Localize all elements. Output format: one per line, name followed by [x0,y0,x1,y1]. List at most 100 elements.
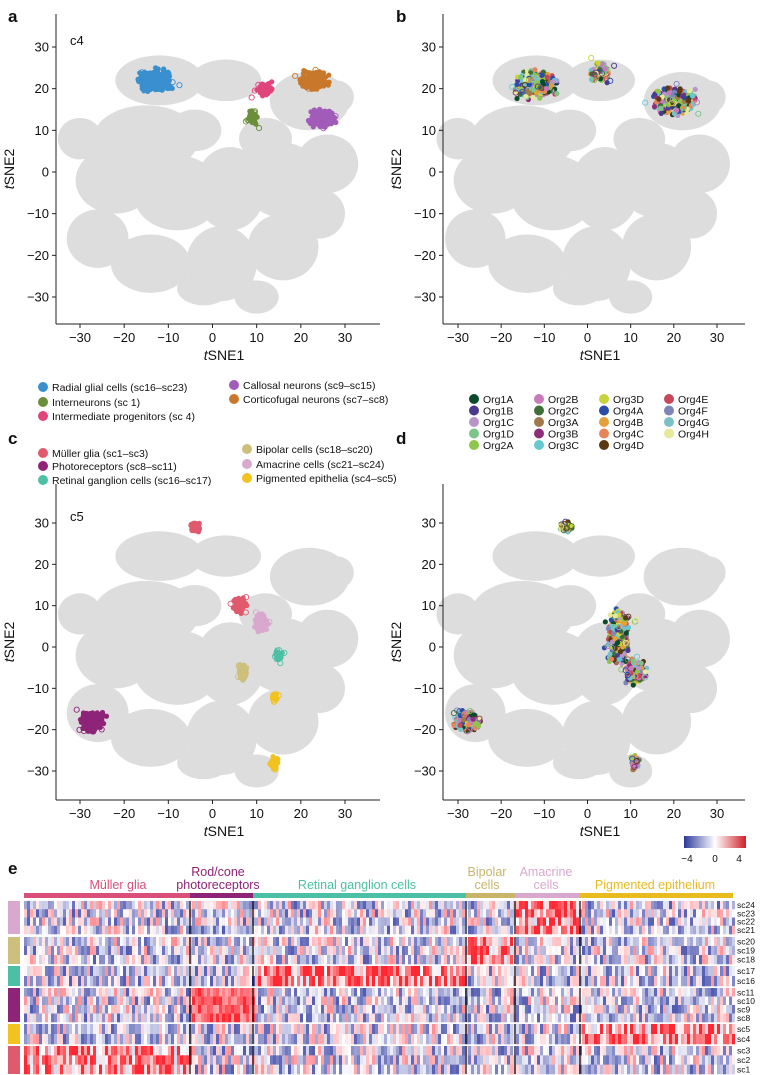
heatmap-cell [45,917,48,927]
heatmap-cell [144,917,147,927]
heatmap-cell [102,937,105,947]
heatmap-cell [195,925,198,935]
heatmap-cell [450,925,453,935]
legend-label: Org2A [483,440,513,452]
heatmap-cell [180,901,183,910]
heatmap-cell [582,937,585,947]
heatmap-cell [216,925,219,935]
heatmap-cell [132,925,135,935]
heatmap-cell [726,901,729,910]
heatmap-cell [627,925,630,935]
heatmap-cell [624,909,627,918]
heatmap-cell [396,917,399,927]
heatmap-cell [612,917,615,927]
heatmap-cell [33,937,36,947]
heatmap-cell [657,901,660,910]
heatmap-cell [159,925,162,935]
heatmap-cell [414,925,417,935]
heatmap-cell [363,909,366,918]
data-point-outline [312,66,319,73]
heatmap-cell [177,917,180,927]
heatmap-cell [351,917,354,927]
heatmap-cell [546,925,549,935]
heatmap-cell [399,925,402,935]
heatmap-cell [393,917,396,927]
heatmap-cell [255,909,258,918]
y-axis-label: tSNE2 [388,622,404,663]
heatmap-cell [159,917,162,927]
legend-label: Org4G [678,417,710,429]
heatmap-cell [687,901,690,910]
heatmap-cell [648,901,651,910]
heatmap-cell [267,937,270,947]
heatmap-cell [240,909,243,918]
legend-item: Org3B [534,428,578,441]
heatmap-cell [168,909,171,918]
background-cells [177,272,231,306]
legend-swatch [664,428,674,439]
heatmap-cell [414,917,417,927]
heatmap-cell [222,925,225,935]
heatmap-cell [216,909,219,918]
heatmap-cell [300,901,303,910]
heatmap-cell [249,925,252,935]
heatmap-cell [270,937,273,947]
tsne-plot-b: −30 −20 −10 0 10 20 303020100−10−20−30tSNE1tSN… [388,14,745,363]
heatmap-cell [93,925,96,935]
heatmap-cell [507,925,510,935]
heatmap-cell [369,909,372,918]
heatmap-cell [342,909,345,918]
cluster-organoids [588,54,618,86]
x-tick-label: 10 [623,330,637,345]
legend-item: Org1D [469,428,514,441]
data-point [461,717,467,723]
heatmap-cell [642,917,645,927]
heatmap-cell [336,909,339,918]
heatmap-cell [390,917,393,927]
legend-item: Corticofugal neurons (sc7–sc8) [229,394,388,406]
legend-label: Pigmented epithelia (sc4–sc5) [256,473,397,485]
heatmap-cell [675,909,678,918]
heatmap-cell [570,909,573,918]
data-point-outline [591,71,598,78]
heatmap-cell [504,901,507,910]
heatmap-cell [156,909,159,918]
heatmap-cell [540,917,543,927]
legend-item: Org4G [664,417,710,429]
heatmap-cell [711,909,714,918]
heatmap-cell [546,937,549,947]
heatmap-cell [123,909,126,918]
heatmap-cell [135,901,138,910]
heatmap-cell [684,909,687,918]
heatmap-cell [429,909,432,918]
heatmap-cell [387,925,390,935]
heatmap-cell [456,909,459,918]
heatmap-cell [27,917,30,927]
heatmap-cell [573,901,576,910]
heatmap-cell [93,937,96,947]
heatmap-cell [669,925,672,935]
legend-swatch [534,405,544,416]
heatmap-cell [543,901,546,910]
heatmap-cell [294,937,297,947]
heatmap-cell [246,917,249,927]
heatmap-cell [105,937,108,947]
heatmap-cell [672,909,675,918]
heatmap-cell [471,901,474,910]
heatmap-cell [636,901,639,910]
heatmap-cell [183,917,186,927]
heatmap-cell [171,925,174,935]
data-point-outline [306,75,313,82]
heatmap-cell [516,925,519,935]
heatmap-cell [165,917,168,927]
heatmap-cell [213,909,216,918]
background-cells [66,209,129,268]
heatmap-cell [690,917,693,927]
heatmap-cell [150,909,153,918]
heatmap-cell [342,917,345,927]
heatmap-cell [669,901,672,910]
heatmap-cell [288,901,291,910]
heatmap-cell [153,909,156,918]
heatmap-cell [279,937,282,947]
heatmap-cell [126,937,129,947]
